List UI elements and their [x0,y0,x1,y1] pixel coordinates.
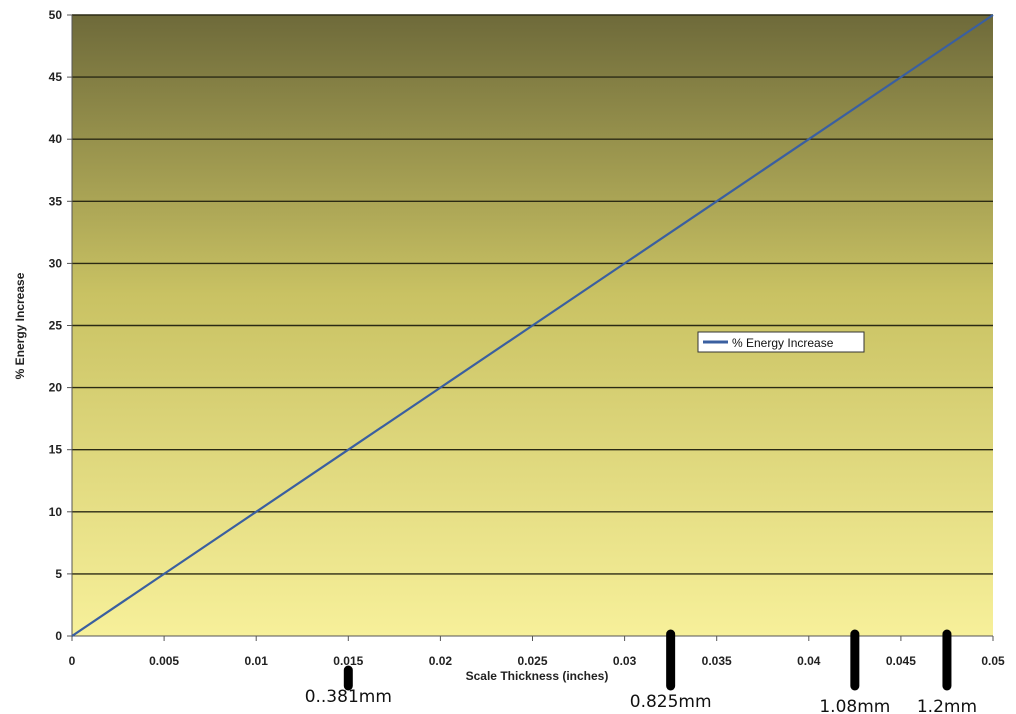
annotation-label: 1.08mm [819,697,890,714]
y-tick-label: 5 [55,567,62,581]
y-tick-label: 10 [49,505,63,519]
y-tick-label: 15 [49,443,63,457]
gridlines [72,14,993,575]
x-tick-label: 0.005 [149,654,179,668]
y-tick-label: 40 [49,132,63,146]
x-tick-label: 0 [69,654,76,668]
x-tick-label: 0.02 [429,654,453,668]
x-tick-label: 0.025 [517,654,547,668]
x-tick-label: 0.03 [613,654,637,668]
x-axis-title: Scale Thickness (inches) [466,669,609,683]
y-tick-label: 50 [49,8,63,22]
y-tick-label: 20 [49,381,63,395]
annotation-label: 1.2mm [917,697,977,714]
x-tick-label: 0.045 [886,654,916,668]
y-tick-label: 35 [49,194,63,208]
x-axis: 0 0.005 0.01 0.015 0.02 0.025 0.03 0.035 0.04 0.0… [69,636,1005,668]
y-axis-title: % Energy Increase [13,272,27,379]
y-tick-label: 25 [49,319,63,333]
annotation-label: 0.825mm [630,692,712,712]
legend-box [697,331,865,353]
legend: % Energy Increase [697,331,865,353]
y-tick-label: 30 [49,256,63,270]
y-tick-label: 45 [49,70,63,84]
x-tick-label: 0.01 [245,654,269,668]
series-layer [71,14,994,637]
x-tick-label: 0.015 [333,654,363,668]
annotation-label: 0..381mm [305,687,392,707]
x-tick-label: 0.035 [702,654,732,668]
x-tick-label: 0.05 [981,654,1005,668]
legend-label: % Energy Increase [732,336,834,350]
mm-annotations: 0..381mm 0.825mm 1.08mm 1.2mm [305,629,977,714]
y-tick-label: 0 [55,629,62,643]
y-axis: 0 5 10 15 20 25 30 35 40 45 50 [49,8,72,643]
x-tick-label: 0.04 [797,654,821,668]
